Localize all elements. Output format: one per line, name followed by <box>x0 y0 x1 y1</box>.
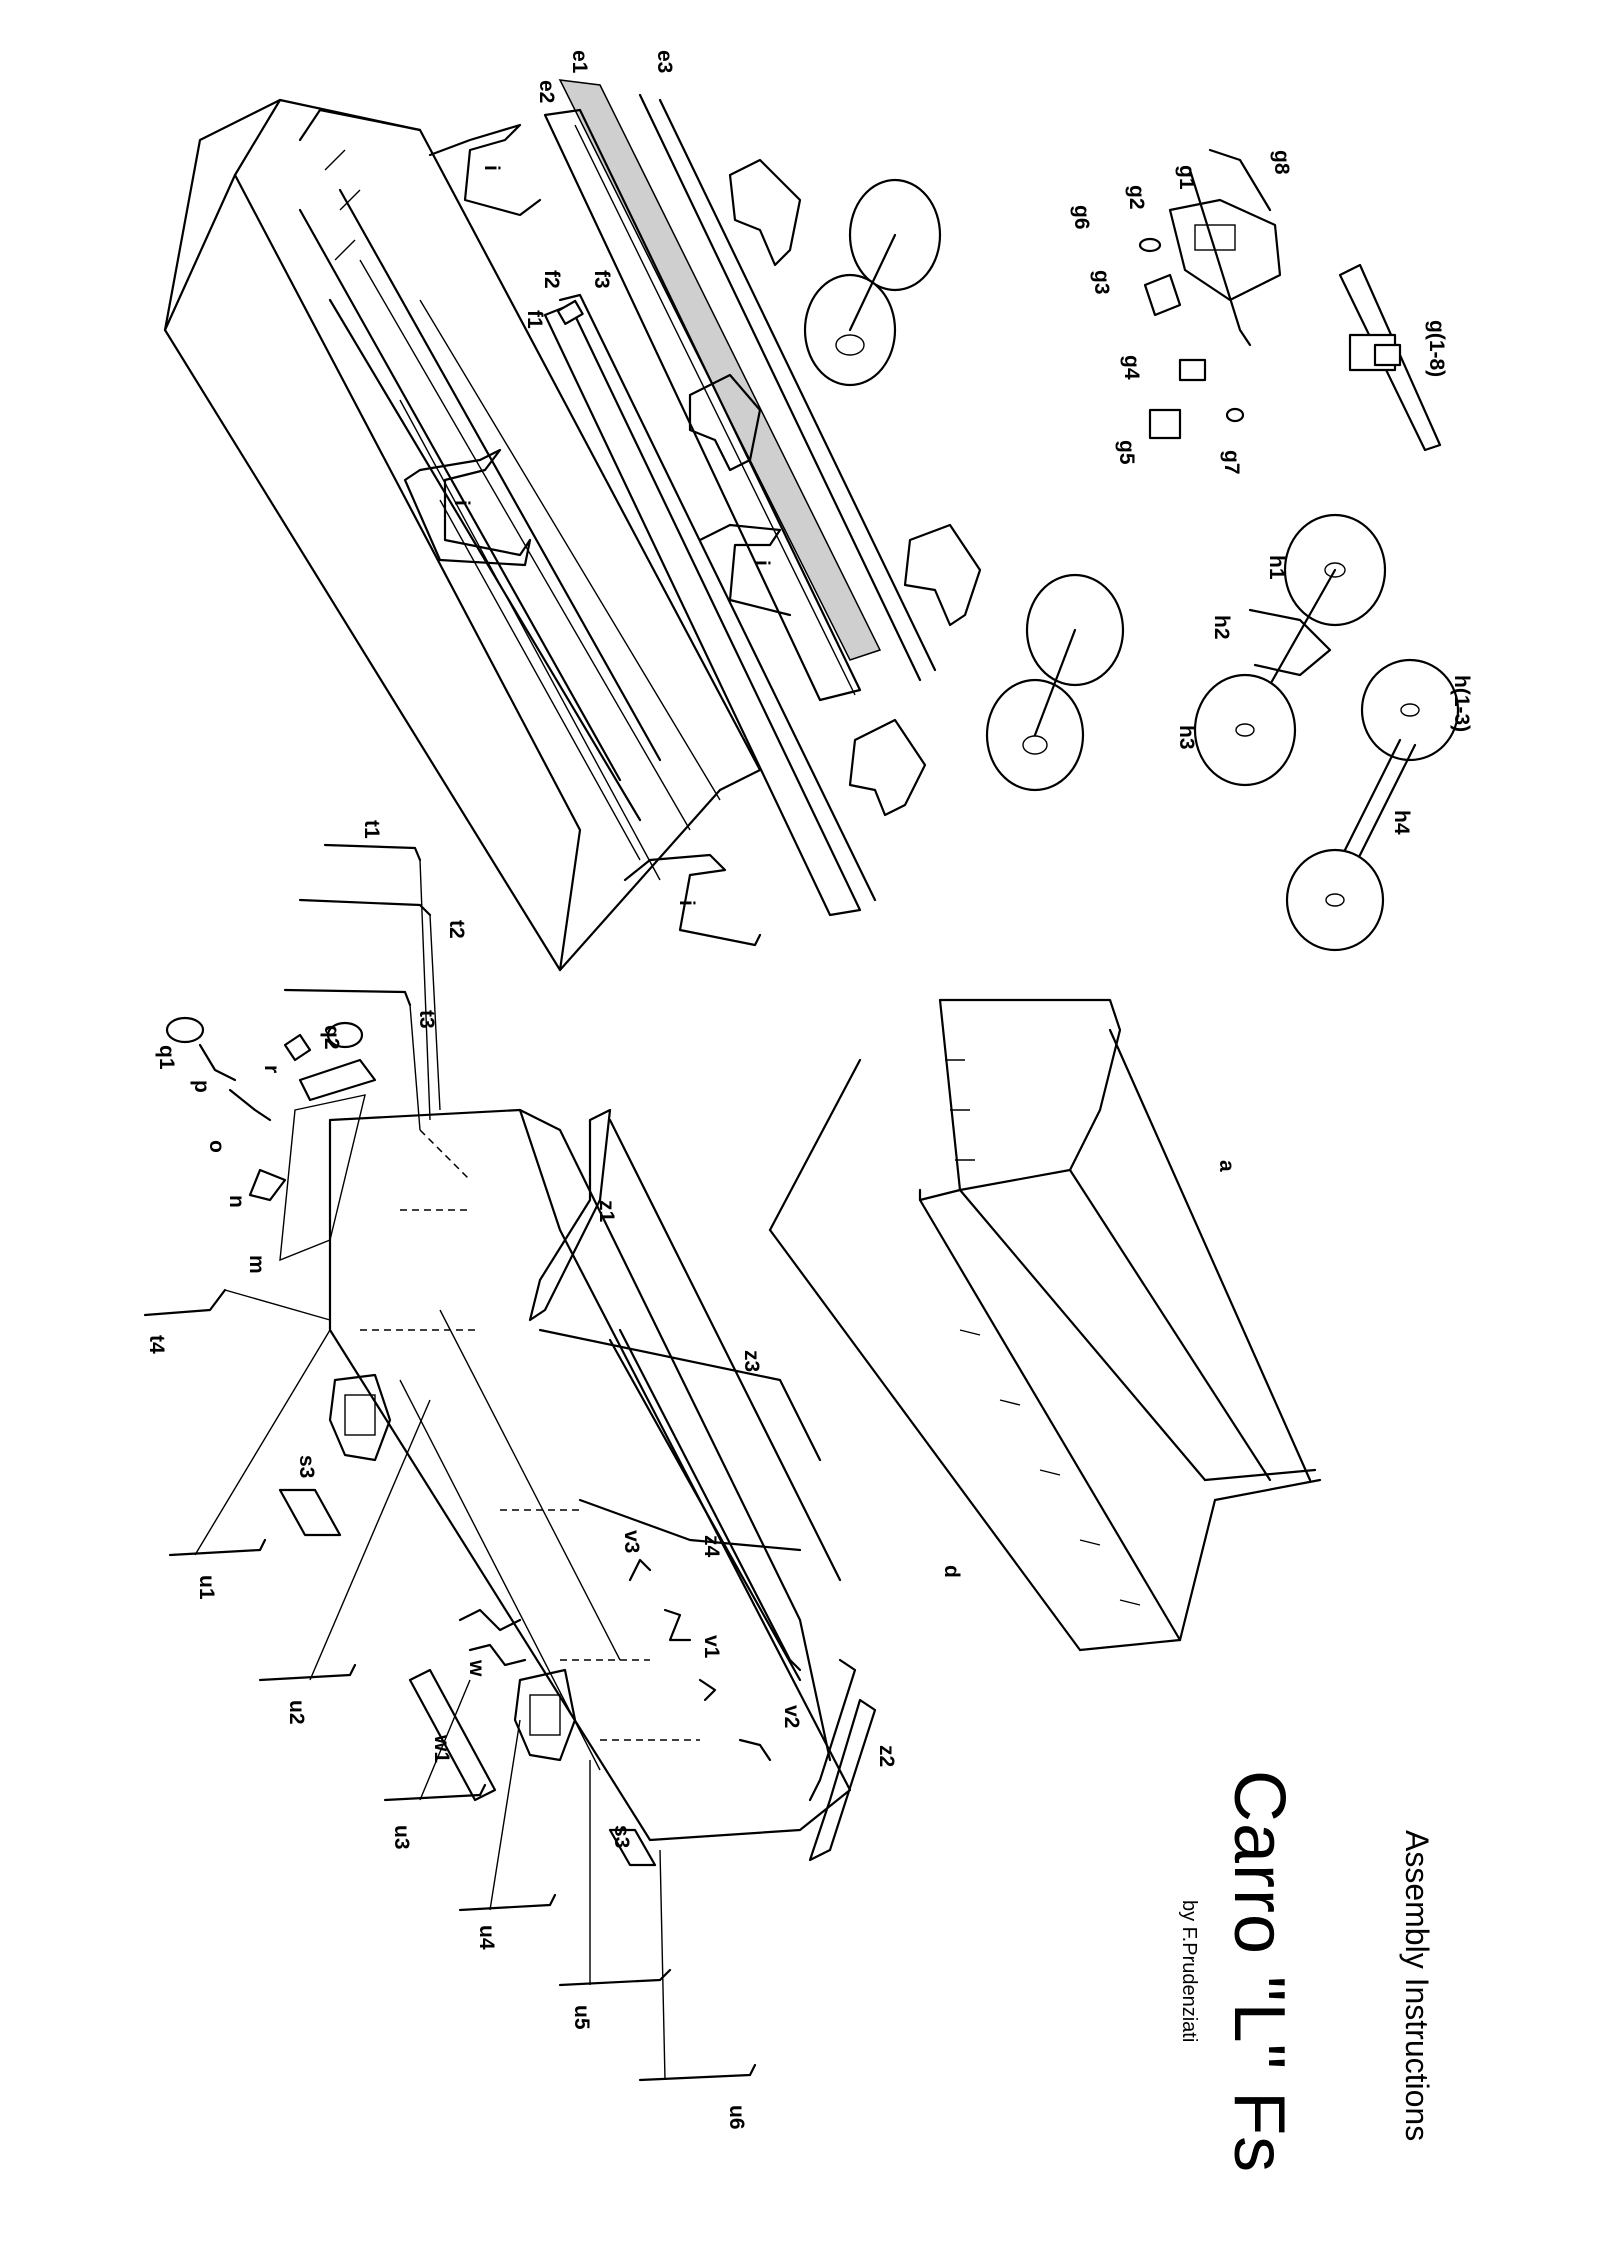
bogie-upper-1 <box>728 158 942 387</box>
label-g6: g6 <box>1070 205 1093 230</box>
part-v-pieces <box>628 1558 772 1762</box>
label-t2: t2 <box>445 920 468 939</box>
bogie-upper-3 <box>903 523 1125 792</box>
label-f1: f1 <box>523 310 546 329</box>
label-u1: u1 <box>195 1575 218 1600</box>
label-m: m <box>245 1255 268 1274</box>
label-o: o <box>205 1140 228 1153</box>
label-s3-2: s3 <box>610 1825 633 1848</box>
label-u4: u4 <box>475 1925 498 1950</box>
label-e3: e3 <box>653 50 676 73</box>
part-g-assembled <box>1338 263 1442 452</box>
chassis-bogie-1 <box>328 1373 392 1462</box>
label-h2: h2 <box>1210 615 1233 640</box>
roof-body <box>163 98 762 972</box>
part-i-frames <box>403 123 792 947</box>
part-a-roof <box>918 998 1317 1482</box>
label-z2: z2 <box>875 1745 898 1767</box>
bogie-upper-4 <box>848 718 927 817</box>
part-u-strips <box>168 1329 757 2082</box>
label-d: d <box>940 1565 963 1578</box>
bogie-upper-2 <box>688 373 762 472</box>
label-g2: g2 <box>1125 185 1148 210</box>
label-q1: q1 <box>155 1045 178 1070</box>
label-v3: v3 <box>620 1530 643 1553</box>
label-g5: g5 <box>1115 440 1138 465</box>
chassis-bogie-2 <box>513 1668 577 1762</box>
label-f3: f3 <box>590 270 613 289</box>
label-a: a <box>1215 1160 1238 1172</box>
label-g4: g4 <box>1120 355 1143 380</box>
label-h1: h1 <box>1265 555 1288 580</box>
label-z1: z1 <box>595 1200 618 1223</box>
part-h-wheelset <box>1193 513 1387 787</box>
chassis-frame <box>328 1108 852 1842</box>
label-z4: z4 <box>700 1535 723 1558</box>
label-i-2: i <box>450 500 473 506</box>
part-small-hardware <box>165 1016 377 1262</box>
part-w-pieces <box>408 1608 527 1802</box>
label-z3: z3 <box>740 1350 763 1372</box>
label-h-set: h(1-3) <box>1450 675 1473 732</box>
label-r: r <box>260 1065 283 1073</box>
label-v1: v1 <box>700 1635 723 1659</box>
label-t3: t3 <box>415 1010 438 1029</box>
label-i-1: i <box>480 165 503 171</box>
label-h3: h3 <box>1175 725 1198 750</box>
label-g-set: g(1-8) <box>1425 320 1448 377</box>
label-s3-1: s3 <box>295 1455 318 1478</box>
label-g1: g1 <box>1175 165 1198 190</box>
label-u2: u2 <box>285 1700 308 1725</box>
label-v2: v2 <box>780 1705 803 1728</box>
label-p: p <box>190 1080 213 1093</box>
label-h4: h4 <box>1390 810 1413 835</box>
part-d-sides <box>768 1058 1322 1652</box>
label-w1: w1 <box>430 1734 453 1763</box>
label-u6: u6 <box>725 2105 748 2130</box>
label-e2: e2 <box>535 80 558 103</box>
label-g7: g7 <box>1220 450 1243 475</box>
part-h-axle <box>1285 658 1460 952</box>
label-f2: f2 <box>540 270 563 289</box>
part-z-rails <box>528 1108 877 1862</box>
part-e-rails <box>543 79 937 702</box>
label-t4: t4 <box>145 1335 168 1354</box>
label-w: w <box>465 1659 488 1677</box>
label-u5: u5 <box>570 2005 593 2030</box>
label-e1: e1 <box>568 50 591 74</box>
label-i-4: i <box>675 900 698 906</box>
label-q2: q2 <box>320 1025 343 1050</box>
label-n: n <box>225 1195 248 1208</box>
part-s3 <box>278 1488 657 1867</box>
part-g-coupler <box>1138 148 1282 440</box>
label-u3: u3 <box>390 1825 413 1850</box>
label-g8: g8 <box>1270 150 1293 175</box>
part-t-strips <box>143 843 441 1321</box>
part-labels: e1 e2 e3 i f2 f3 f1 i i i g8 g1 g2 g6 g3… <box>145 50 1473 2130</box>
label-t1: t1 <box>360 820 383 839</box>
label-g3: g3 <box>1090 270 1113 295</box>
part-f-sill <box>543 293 877 917</box>
label-i-3: i <box>750 560 773 566</box>
